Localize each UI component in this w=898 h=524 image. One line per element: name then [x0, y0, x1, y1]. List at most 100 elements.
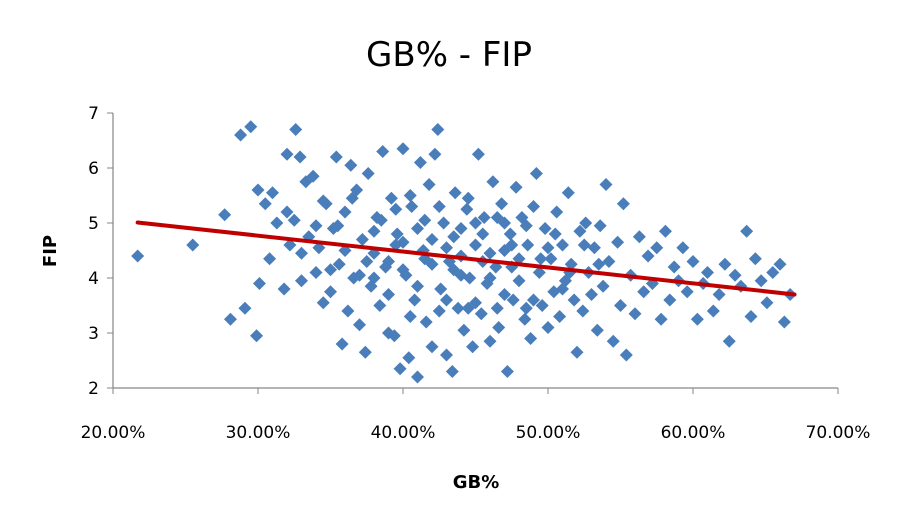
data-point	[389, 202, 403, 216]
data-point	[405, 200, 419, 213]
trendline	[135, 220, 797, 297]
data-point	[535, 299, 549, 312]
data-point	[244, 120, 258, 134]
data-point	[431, 123, 445, 136]
data-point	[218, 208, 232, 222]
data-point	[428, 147, 442, 161]
data-point	[440, 241, 453, 255]
data-point	[561, 186, 575, 200]
data-point	[445, 365, 459, 378]
x-tick-label: 70.00%	[806, 423, 871, 443]
data-point	[632, 230, 646, 244]
data-point	[338, 205, 352, 219]
data-point	[419, 315, 433, 329]
data-point	[541, 321, 555, 334]
data-point	[418, 213, 432, 227]
data-point	[387, 329, 401, 343]
data-point	[637, 285, 651, 299]
data-point	[403, 189, 417, 202]
data-point	[425, 340, 439, 354]
data-point	[258, 197, 272, 211]
chart-title: GB% - FIP	[366, 35, 532, 75]
x-tick-label: 20.00%	[81, 423, 146, 443]
data-point	[422, 178, 436, 191]
data-point	[658, 224, 672, 238]
data-point	[309, 219, 323, 233]
data-point	[701, 266, 714, 279]
data-point	[476, 227, 490, 241]
data-points	[131, 120, 797, 384]
data-point	[500, 365, 514, 378]
data-point	[676, 241, 690, 255]
data-point	[358, 345, 372, 359]
data-point	[616, 197, 630, 211]
data-point	[331, 219, 345, 233]
data-point	[534, 252, 548, 266]
data-point	[718, 257, 732, 271]
data-point	[667, 260, 681, 274]
data-point	[425, 233, 439, 246]
data-point	[519, 301, 533, 315]
plot-area: 2 3 4 5 6 7 20.00% 30.00% 40.00% 50.00% 60.00% 70.…	[81, 104, 871, 443]
data-point	[457, 323, 471, 337]
data-point	[728, 268, 742, 282]
data-point	[373, 299, 387, 312]
data-point	[521, 238, 535, 252]
data-point	[538, 222, 552, 235]
data-point	[577, 238, 591, 252]
data-point	[596, 279, 610, 293]
data-point	[402, 351, 416, 365]
data-point	[619, 348, 633, 362]
data-point	[451, 301, 465, 315]
data-point	[527, 293, 540, 307]
data-point	[773, 257, 787, 271]
data-point	[252, 277, 266, 290]
data-point	[585, 288, 598, 301]
data-point	[663, 293, 677, 307]
data-point	[306, 169, 320, 183]
data-point	[448, 186, 462, 200]
data-point	[477, 211, 491, 224]
data-point	[503, 227, 517, 241]
data-point	[461, 301, 475, 315]
data-point	[293, 150, 307, 164]
y-tick-label: 7	[88, 104, 99, 124]
data-point	[367, 271, 381, 285]
data-point	[564, 257, 578, 271]
data-point	[599, 178, 613, 191]
data-point	[345, 191, 359, 205]
data-point	[355, 233, 369, 246]
data-point	[454, 222, 468, 235]
data-point	[495, 197, 509, 211]
data-point	[512, 274, 526, 288]
data-point	[384, 191, 398, 205]
data-point	[440, 293, 453, 307]
y-tick-label: 6	[88, 159, 99, 179]
data-point	[396, 235, 410, 249]
data-point	[593, 219, 607, 233]
data-point	[498, 288, 511, 301]
data-point	[486, 175, 500, 189]
data-point	[411, 370, 424, 384]
data-point	[454, 268, 468, 282]
data-point	[506, 293, 520, 307]
data-point	[498, 216, 511, 230]
data-point	[411, 279, 424, 293]
x-tick-label: 60.00%	[661, 423, 726, 443]
data-point	[295, 274, 308, 288]
data-point	[722, 334, 736, 348]
data-point	[573, 224, 587, 238]
data-point	[777, 315, 791, 329]
data-point	[238, 301, 252, 315]
data-point	[570, 345, 584, 359]
data-point	[324, 285, 337, 299]
data-point	[289, 123, 303, 136]
data-point	[396, 142, 410, 156]
y-tick-label: 4	[88, 269, 99, 289]
data-point	[576, 304, 590, 318]
data-point	[606, 334, 620, 348]
data-point	[434, 282, 448, 296]
data-point	[680, 285, 694, 299]
data-point	[440, 348, 453, 362]
